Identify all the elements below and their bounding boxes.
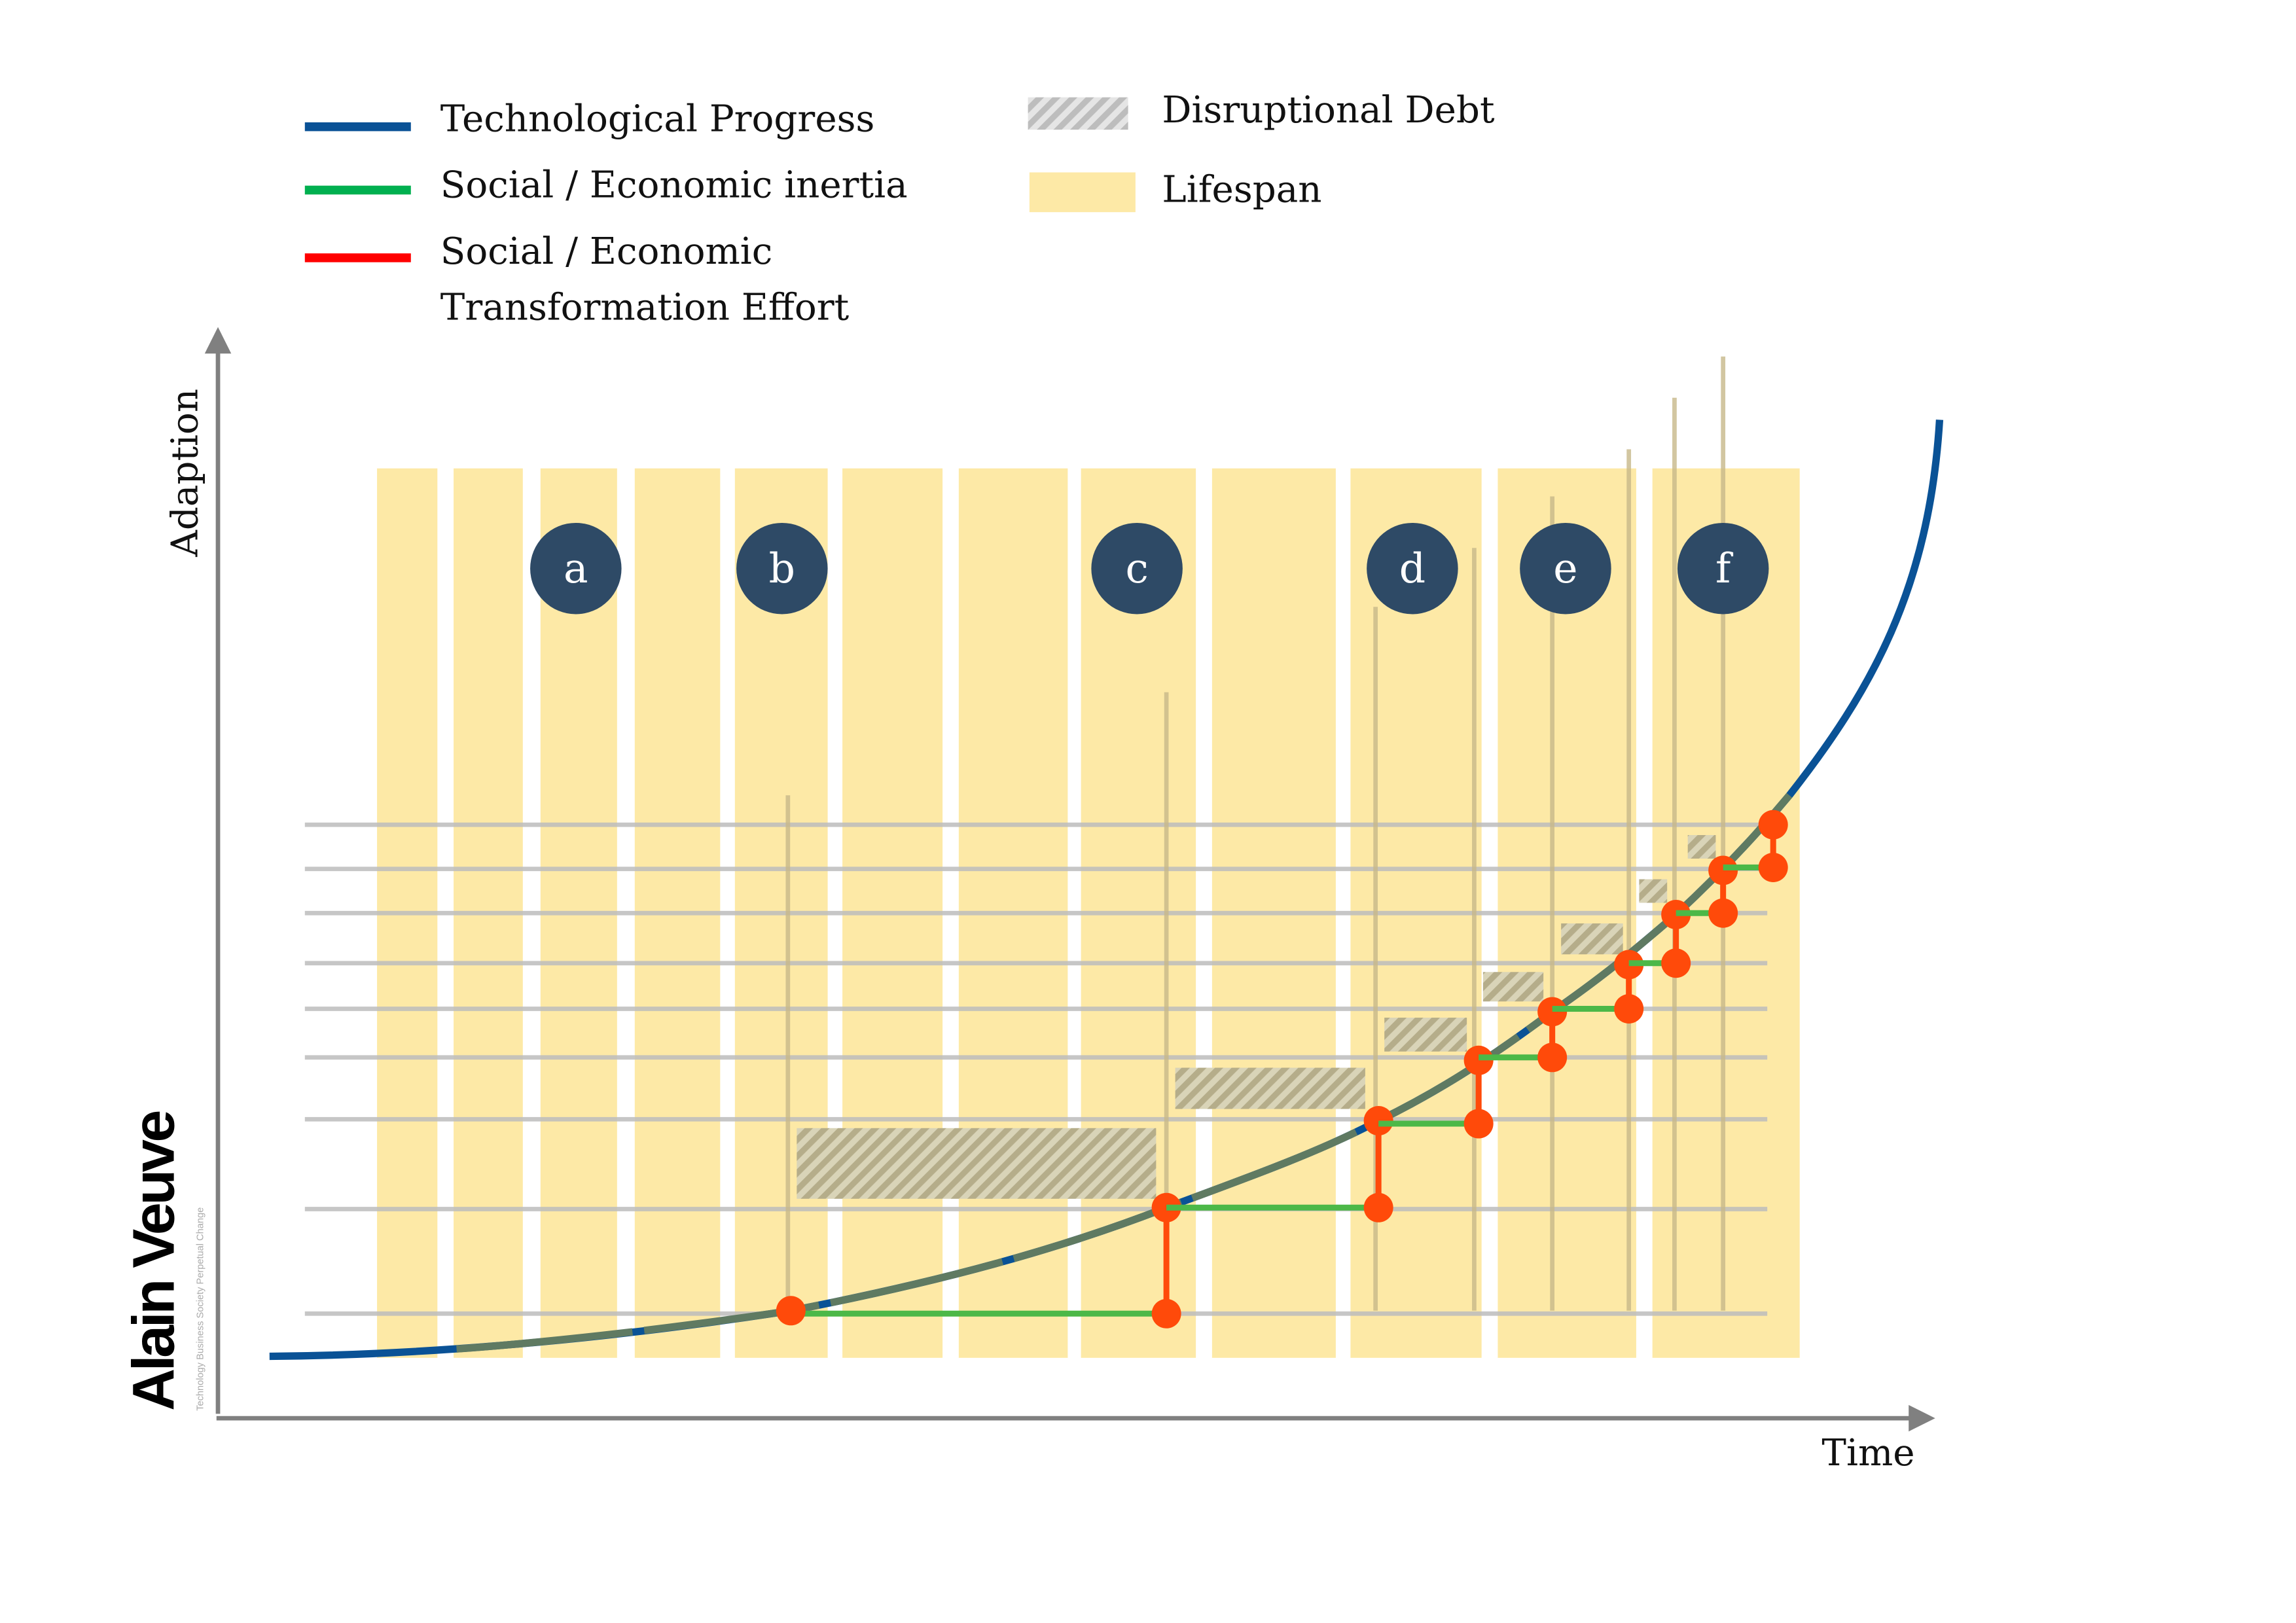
effort-dot [1151,1298,1181,1329]
era-markers: a b c d e f [530,522,1769,615]
logo: Alain Veuve Technology Business Society … [122,1112,206,1411]
legend-inertia-swatch [304,185,411,195]
legend-lifespan-swatch [1029,172,1136,213]
legend-effort-label-1: Social / Economic [440,230,772,273]
x-axis-label: Time [1821,1432,1914,1474]
era-marker-circle [1367,522,1458,615]
legend-effort-label-2: Transformation Effort [440,286,850,329]
effort-dot [1537,1043,1568,1073]
transformation-steps [776,810,1788,1329]
era-marker-label: d [1399,544,1426,592]
debt-box [1384,1018,1467,1052]
legend-tech-swatch [304,122,411,132]
effort-dot [1758,810,1788,840]
effort-dot [1614,994,1644,1024]
era-marker-circle [736,522,828,615]
logo-name: Alain Veuve [122,1112,187,1411]
legend-lifespan-label: Lifespan [1162,168,1321,211]
era-marker-label: f [1715,544,1734,592]
era-marker-label: c [1125,544,1148,592]
era-marker-circle [1091,522,1183,615]
debt-box [1561,923,1623,955]
era-marker-circle [1520,522,1611,615]
debt-box [797,1128,1157,1199]
effort-dot [1708,898,1738,928]
effort-dot [1661,948,1691,978]
effort-dot [1758,853,1788,883]
legend-effort-swatch [304,253,411,262]
debt-box [1639,879,1668,903]
effort-dot [776,1296,806,1326]
disruptional-debts [797,835,1716,1199]
debt-box [1687,835,1716,859]
x-axis-arrow [1909,1404,1935,1432]
debt-box [1482,972,1544,1002]
legend-debt-label: Disruptional Debt [1162,89,1495,132]
legend-inertia-label: Social / Economic inertia [440,164,908,207]
effort-dot [1363,1192,1393,1222]
legend-tech-label: Technological Progress [440,98,875,140]
legend-debt-swatch [1028,97,1128,130]
axes: Adaption Time [164,327,1935,1474]
era-marker-label: a [564,544,588,592]
y-axis-label: Adaption [164,389,207,558]
era-marker-circle [530,522,622,615]
debt-box [1175,1067,1365,1109]
era-marker-label: b [769,544,795,592]
era-marker-label: e [1553,544,1577,592]
effort-dot [1463,1109,1494,1139]
logo-tagline: Technology Business Society Perpetual Ch… [196,1207,206,1411]
legend: Technological Progress Social / Economic… [304,89,1495,329]
era-marker-circle [1677,522,1769,615]
effort-dot [1363,1106,1393,1136]
y-axis-arrow [204,327,232,354]
